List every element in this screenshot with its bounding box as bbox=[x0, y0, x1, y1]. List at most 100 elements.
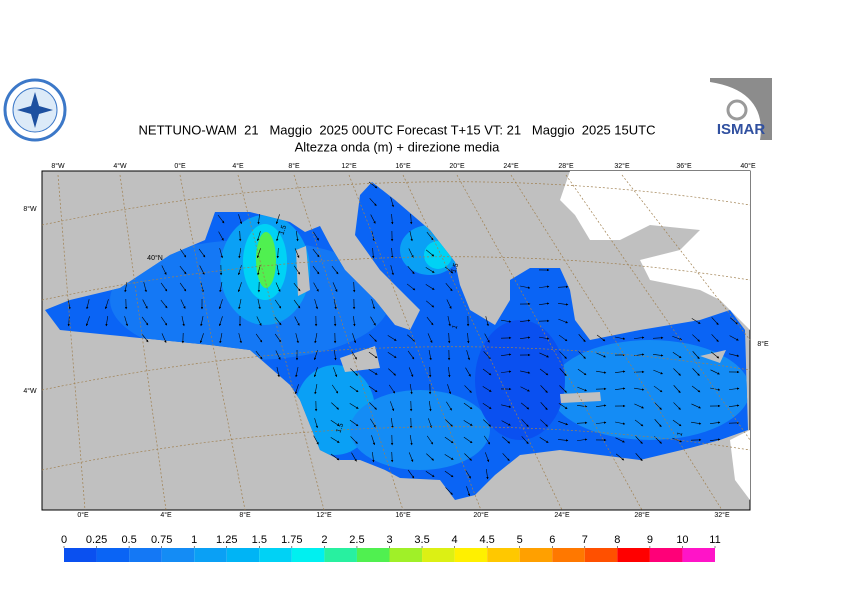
arrow bbox=[428, 418, 433, 429]
arrow bbox=[710, 369, 720, 375]
lat-label: 40°N bbox=[147, 254, 163, 262]
arrow bbox=[485, 469, 489, 480]
lon-label: 24°E bbox=[503, 162, 519, 170]
arrow bbox=[672, 437, 683, 443]
arrow bbox=[429, 401, 432, 412]
arrow bbox=[729, 335, 739, 341]
arrow bbox=[333, 367, 338, 378]
lon-label: 0°E bbox=[77, 511, 89, 519]
arrow bbox=[501, 319, 512, 323]
arrow bbox=[444, 436, 454, 444]
arrow bbox=[445, 282, 453, 292]
arrow bbox=[467, 332, 470, 344]
arrow bbox=[484, 333, 490, 343]
arrow bbox=[199, 333, 204, 344]
arrow bbox=[180, 299, 186, 309]
arrow bbox=[314, 384, 318, 395]
colorbar-label: 2 bbox=[321, 534, 327, 546]
colorbar-label: 2.5 bbox=[349, 534, 364, 546]
colorbar-box bbox=[552, 548, 585, 562]
colorbar-box bbox=[291, 548, 325, 562]
arrow bbox=[199, 265, 205, 275]
arrow bbox=[558, 334, 568, 342]
arrow bbox=[124, 316, 128, 327]
arrow bbox=[729, 317, 739, 325]
arrow bbox=[673, 368, 681, 376]
arrow bbox=[274, 299, 282, 309]
arrow bbox=[314, 333, 318, 344]
arrow bbox=[255, 350, 263, 360]
arrow bbox=[673, 402, 681, 410]
arrow bbox=[332, 282, 338, 292]
arrow bbox=[276, 231, 280, 242]
arrow bbox=[276, 247, 280, 259]
arrow bbox=[179, 265, 187, 275]
arrow bbox=[257, 265, 261, 276]
arrow bbox=[219, 333, 223, 344]
arrow bbox=[313, 435, 319, 445]
arrow bbox=[540, 402, 548, 411]
arrow bbox=[635, 453, 643, 462]
arrow bbox=[428, 350, 432, 361]
arrow bbox=[349, 403, 359, 409]
arrow bbox=[388, 368, 396, 376]
lon-label: 16°E bbox=[395, 162, 411, 170]
arrow bbox=[482, 386, 492, 392]
arrow bbox=[387, 335, 397, 341]
arrow bbox=[372, 247, 375, 259]
arrow bbox=[615, 387, 626, 390]
arrow bbox=[256, 316, 262, 326]
direction-arrows bbox=[67, 181, 740, 497]
arrow bbox=[351, 452, 357, 462]
arrow bbox=[295, 367, 299, 378]
arrow bbox=[370, 418, 376, 428]
arrow bbox=[444, 470, 454, 478]
arrow bbox=[407, 350, 415, 360]
arrow bbox=[294, 316, 300, 326]
colorbar-box bbox=[64, 548, 97, 562]
map-labels: 8°W 4°W 0°E 4°E 8°E 12°E 16°E 20°E 24°E 28°E 32°E 3… bbox=[23, 162, 769, 519]
colorbar-label: 3 bbox=[386, 534, 392, 546]
lon-label: 8°E bbox=[239, 511, 251, 519]
arrow bbox=[653, 385, 663, 393]
arrow bbox=[558, 421, 569, 426]
arrow bbox=[466, 486, 471, 497]
colorbar-box bbox=[422, 548, 455, 562]
arrow bbox=[391, 247, 394, 259]
lon-label: 8°W bbox=[51, 162, 65, 170]
arrow bbox=[483, 419, 491, 427]
arrow bbox=[143, 282, 147, 293]
arrow bbox=[711, 334, 719, 342]
arrow bbox=[274, 316, 282, 326]
arrow bbox=[293, 282, 301, 292]
arrow bbox=[596, 352, 606, 358]
arrow bbox=[729, 353, 740, 357]
arrow bbox=[425, 267, 435, 273]
arrow bbox=[578, 334, 586, 343]
lat-label: 8°E bbox=[757, 340, 769, 348]
arrow bbox=[447, 332, 451, 344]
arrow bbox=[160, 282, 168, 292]
arrow bbox=[408, 452, 414, 463]
arrow bbox=[294, 248, 300, 258]
arrow bbox=[501, 404, 512, 408]
arrow bbox=[387, 351, 397, 359]
arrow bbox=[349, 385, 359, 393]
colorbar-label: 8 bbox=[614, 534, 620, 546]
arrow bbox=[181, 316, 185, 327]
arrow bbox=[444, 266, 454, 274]
arrow bbox=[653, 354, 664, 357]
arrow bbox=[179, 248, 187, 258]
arrow bbox=[255, 333, 263, 343]
lon-label: 4°E bbox=[232, 162, 244, 170]
colorbar-label: 1.75 bbox=[281, 534, 302, 546]
arrow bbox=[710, 438, 721, 441]
colorbar-label: 11 bbox=[709, 534, 720, 546]
arrow bbox=[275, 350, 281, 360]
lon-label: 4°W bbox=[113, 162, 127, 170]
arrow bbox=[444, 454, 454, 460]
arrow bbox=[428, 366, 432, 378]
arrow bbox=[331, 384, 339, 394]
lon-label: 40°E bbox=[740, 162, 756, 170]
colorbar-label: 4 bbox=[452, 534, 458, 546]
